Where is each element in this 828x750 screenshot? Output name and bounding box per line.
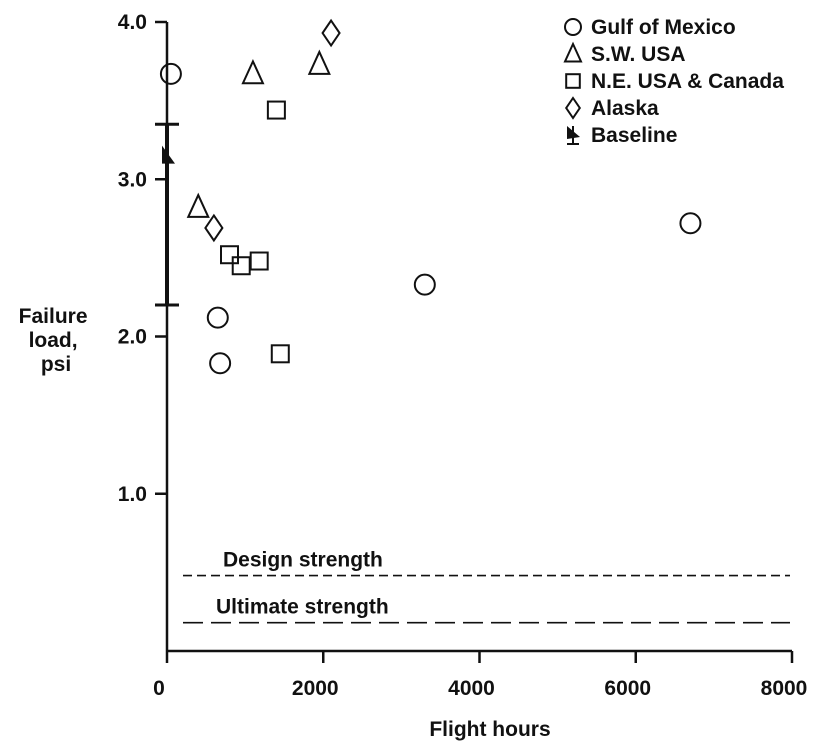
legend-baseline-marker — [567, 126, 580, 139]
square-data-point — [270, 344, 290, 364]
legend-label: N.E. USA & Canada — [591, 70, 784, 93]
diamond-data-point — [321, 18, 341, 48]
y-axis-title-line-1: Failure — [19, 305, 88, 328]
y-axis-title-line-3: psi — [41, 353, 71, 376]
legend-label: S.W. USA — [591, 43, 686, 66]
circle-data-point — [159, 62, 182, 85]
legend-label: Alaska — [591, 97, 659, 120]
legend-label: Gulf of Mexico — [591, 16, 736, 39]
x-tick-label: 0 — [153, 677, 165, 700]
data-points — [159, 18, 702, 375]
legend-triangle-marker — [563, 41, 583, 63]
diamond-data-point — [204, 213, 224, 243]
y-tick-label: 2.0 — [118, 326, 147, 349]
legend-label: Baseline — [591, 124, 677, 147]
legend-circle-marker — [564, 18, 582, 36]
circle-data-point — [209, 352, 232, 375]
baseline-mean-marker — [162, 145, 175, 164]
baseline-series — [155, 122, 179, 307]
reference-lines: Design strength Ultimate strength — [183, 549, 790, 624]
y-axis-title-line-2: load, — [29, 329, 78, 352]
circle-data-point — [206, 306, 229, 329]
circle-data-point — [679, 212, 702, 235]
x-tick-label: 2000 — [292, 677, 339, 700]
square-data-point — [231, 256, 251, 276]
legend-square-marker — [565, 73, 581, 89]
reference-line-label: Design strength — [223, 549, 383, 572]
reference-line-label: Ultimate strength — [216, 596, 389, 619]
square-data-point — [266, 100, 286, 120]
x-axis-title: Flight hours — [429, 718, 550, 741]
x-tick-label: 4000 — [448, 677, 495, 700]
y-tick-label: 1.0 — [118, 483, 147, 506]
triangle-data-point — [307, 49, 331, 75]
triangle-data-point — [241, 58, 265, 85]
x-tick-label: 6000 — [604, 677, 651, 700]
axes: 1.0 2.0 3.0 4.0 0 2000 4000 6000 8000 — [118, 11, 808, 700]
x-tick-label: 8000 — [761, 677, 808, 700]
y-tick-label: 4.0 — [118, 11, 147, 34]
square-data-point — [220, 245, 239, 265]
y-ticks: 1.0 2.0 3.0 4.0 — [118, 11, 167, 506]
circle-data-point — [413, 273, 436, 296]
square-data-point — [249, 251, 269, 271]
y-axis-title: Failure load, psi — [19, 305, 94, 376]
y-tick-label: 3.0 — [118, 168, 147, 191]
legend: Gulf of Mexico S.W. USA N.E. USA & Canada A… — [563, 16, 784, 147]
triangle-data-point — [186, 192, 210, 218]
legend-diamond-marker — [564, 96, 582, 120]
x-ticks: 0 2000 4000 6000 8000 — [153, 651, 807, 700]
